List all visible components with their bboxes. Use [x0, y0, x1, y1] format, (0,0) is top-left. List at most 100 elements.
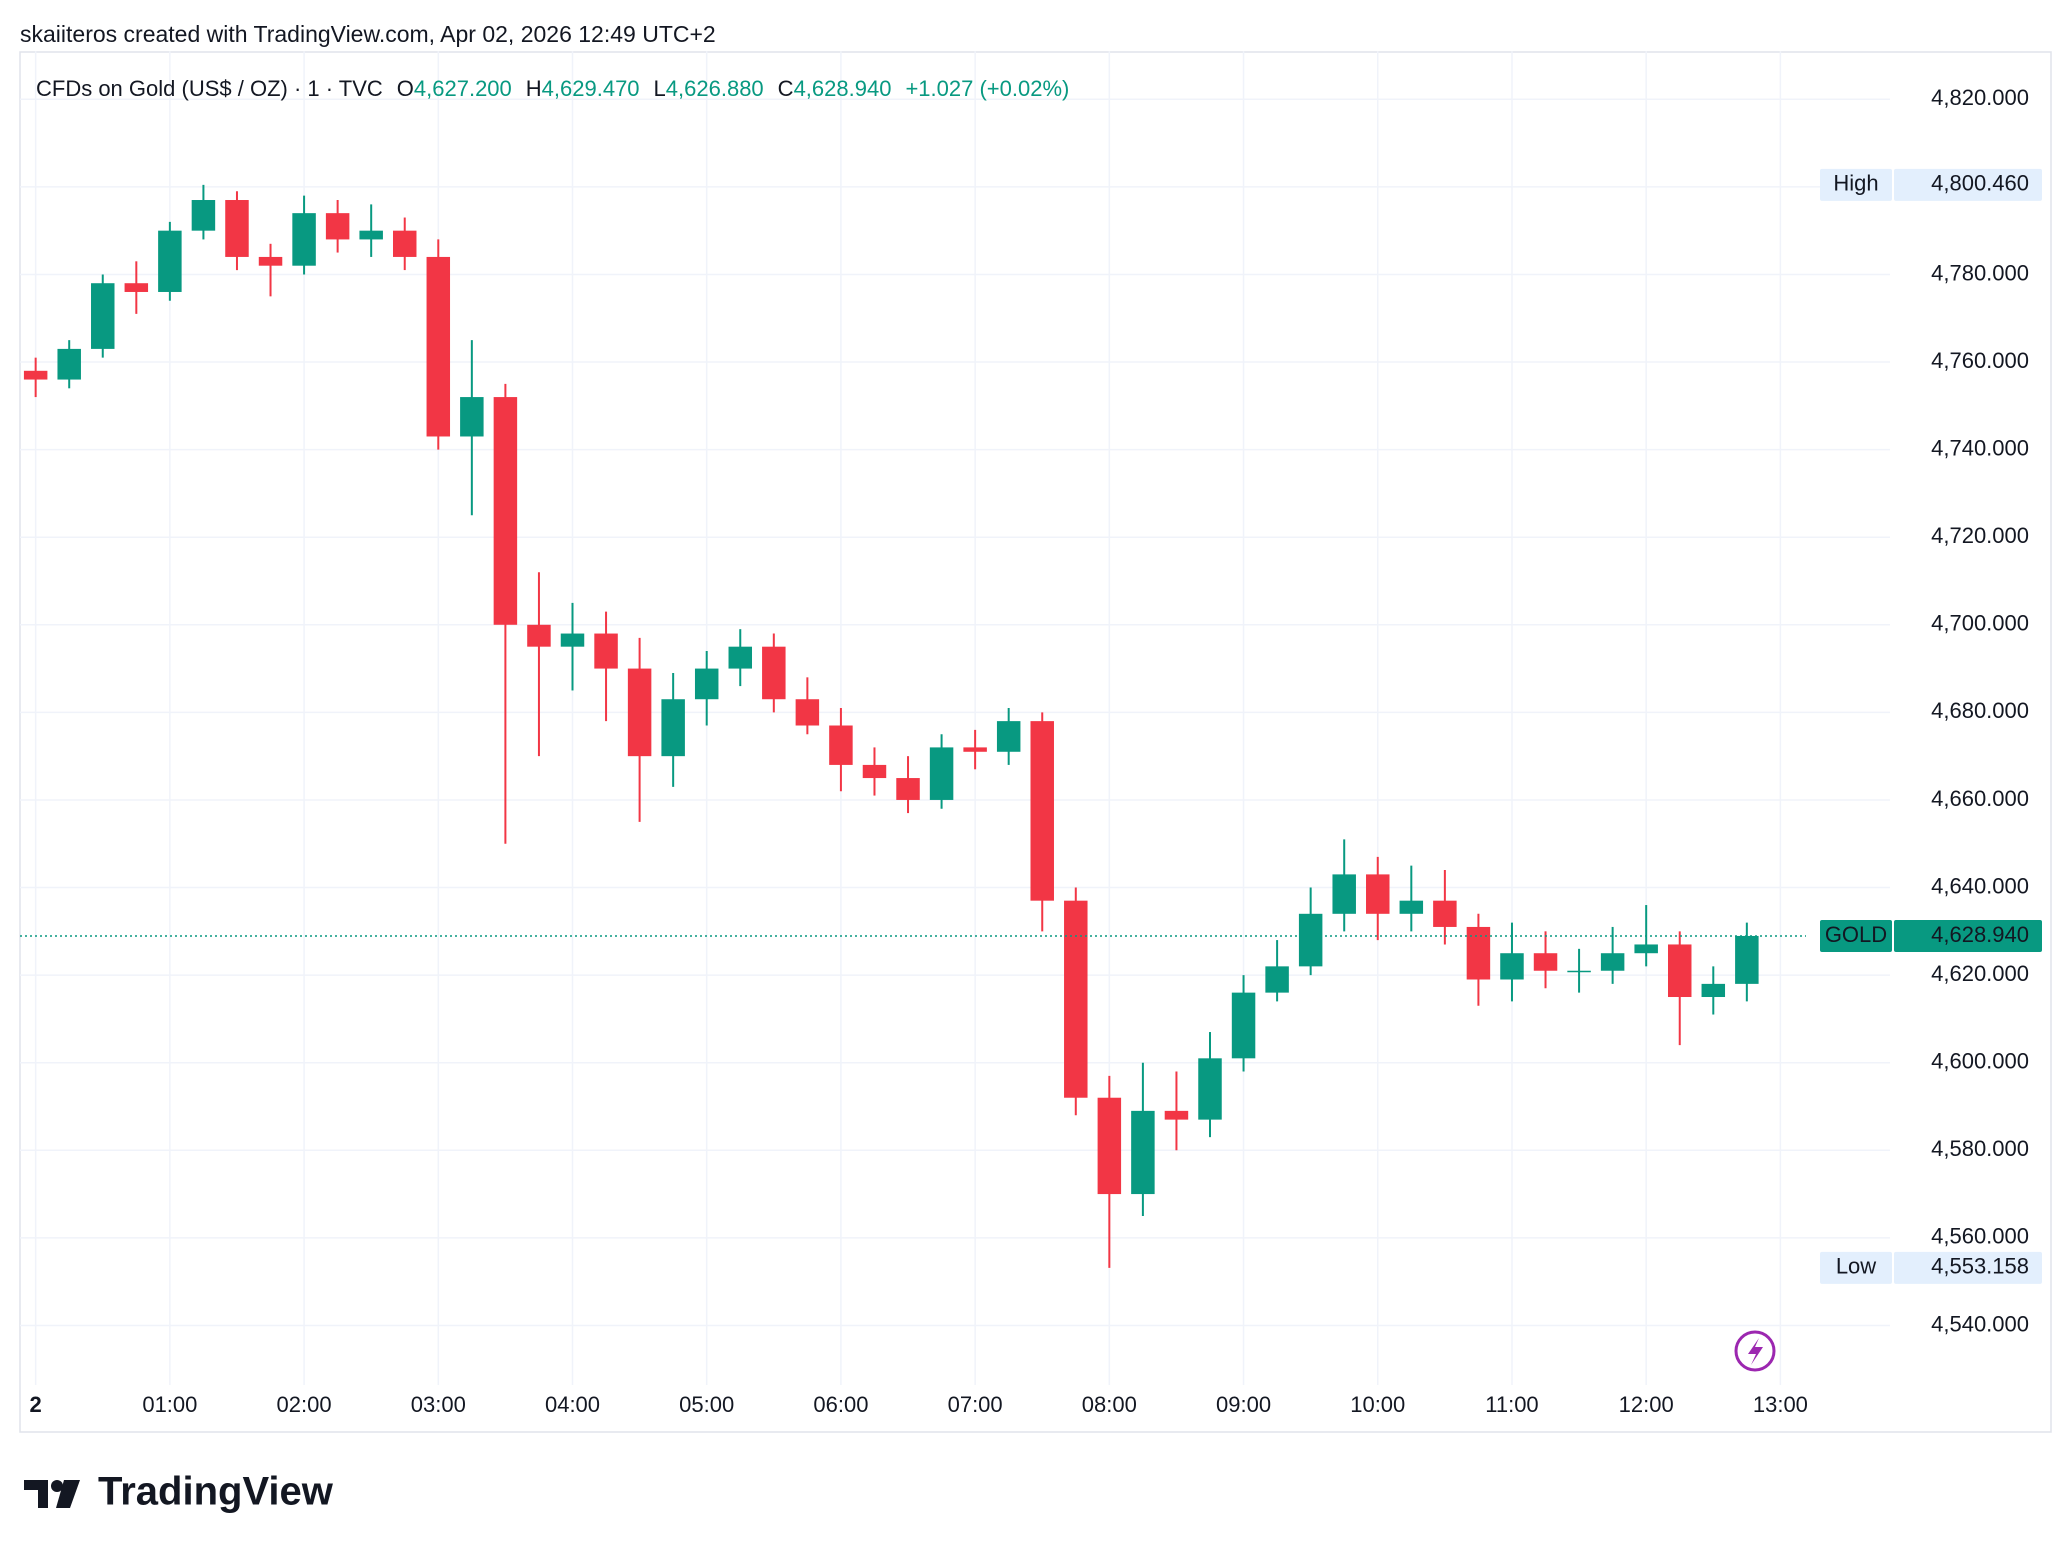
candle-body	[527, 624, 551, 647]
candle-body	[1265, 966, 1289, 993]
candles	[23, 184, 1759, 1268]
readout-value: 4,628.940	[794, 76, 892, 101]
readout-label: C	[778, 76, 794, 101]
x-tick-label: 04:00	[545, 1392, 600, 1417]
marker-label: High	[1833, 171, 1878, 196]
candle-body	[1500, 953, 1524, 980]
y-tick-label: 4,720.000	[1931, 523, 2029, 548]
x-tick-label: 03:00	[411, 1392, 466, 1417]
y-tick-label: 4,560.000	[1931, 1224, 2029, 1249]
y-tick-label: 4,640.000	[1931, 873, 2029, 898]
readout-value: 4,626.880	[666, 76, 764, 101]
grid	[20, 51, 1890, 1385]
brand-logo	[24, 1480, 80, 1508]
candle-body	[392, 230, 417, 257]
x-tick-label: 10:00	[1350, 1392, 1405, 1417]
candle-body	[258, 256, 283, 266]
candle-body	[1064, 900, 1088, 1098]
y-tick-label: 4,540.000	[1931, 1311, 2029, 1336]
candle-body	[929, 747, 954, 800]
candle-body	[1533, 953, 1558, 971]
candle-body	[1399, 900, 1424, 914]
marker-value-box	[1894, 168, 2042, 201]
candle-body	[1634, 944, 1658, 954]
marker-value: 4,628.940	[1931, 922, 2029, 947]
attribution: skaiiteros created with TradingView.com,…	[20, 21, 716, 47]
candle-body	[460, 397, 484, 437]
legend-readout: CFDs on Gold (US$ / OZ) · 1 · TVC O4,627.…	[36, 76, 1069, 101]
candle-body	[1433, 900, 1457, 927]
y-tick-label: 4,740.000	[1931, 435, 2029, 460]
candle-body	[91, 283, 115, 349]
candle-body	[1366, 874, 1390, 914]
candle-body	[1567, 970, 1591, 973]
x-tick-label: 2	[30, 1392, 42, 1417]
x-tick-label: 02:00	[277, 1392, 332, 1417]
candle-body	[1097, 1097, 1122, 1195]
brand-name: TradingView	[98, 1470, 334, 1514]
overlay: 4,540.000 4,560.000 4,580.000 4,600.000 4,62…	[20, 85, 2042, 1417]
candle-body	[1231, 992, 1256, 1059]
candle-body	[795, 699, 820, 726]
candle-body	[325, 213, 350, 240]
candle-body	[1701, 983, 1726, 998]
candle-body	[292, 213, 316, 266]
readout-label: O	[397, 76, 414, 101]
candle-body	[158, 230, 182, 292]
candle-body	[996, 721, 1021, 752]
y-tick-label: 4,760.000	[1931, 348, 2029, 373]
candle-body	[627, 668, 652, 757]
readout-label: L	[654, 76, 666, 101]
y-tick-label: 4,780.000	[1931, 260, 2029, 285]
y-tick-label: 4,820.000	[1931, 85, 2029, 110]
candle-body	[493, 397, 518, 625]
candle-body	[896, 778, 920, 800]
y-tick-label: 4,580.000	[1931, 1136, 2029, 1161]
readout-value: 4,629.470	[542, 76, 640, 101]
marker-label: GOLD	[1825, 922, 1887, 947]
candle-body	[829, 725, 853, 765]
x-tick-label: 01:00	[142, 1392, 197, 1417]
candle-body	[1667, 944, 1692, 998]
y-tick-label: 4,620.000	[1931, 961, 2029, 986]
y-tick-label: 4,600.000	[1931, 1049, 2029, 1074]
x-tick-label: 06:00	[813, 1392, 868, 1417]
candle-body	[1332, 874, 1356, 914]
candle-body	[594, 633, 618, 669]
marker-value-box	[1894, 919, 2042, 952]
candle-body	[359, 230, 383, 240]
candle-body	[191, 200, 216, 231]
marker-value: 4,553.158	[1931, 1254, 2029, 1279]
y-tick-label: 4,680.000	[1931, 698, 2029, 723]
candle-body	[1600, 953, 1625, 971]
candle-body	[1164, 1110, 1189, 1120]
y-tick-label: 4,660.000	[1931, 786, 2029, 811]
marker-label-box	[1820, 1251, 1892, 1284]
candle-body	[762, 646, 786, 700]
candle-body	[57, 348, 81, 380]
candle-body	[1298, 913, 1323, 967]
marker-value: 4,800.460	[1931, 171, 2029, 196]
candle-body	[1131, 1110, 1155, 1195]
x-tick-label: 09:00	[1216, 1392, 1271, 1417]
candle-body	[1735, 935, 1759, 984]
readout-label: H	[526, 76, 542, 101]
candle-body	[694, 668, 719, 700]
marker-label: Low	[1836, 1254, 1876, 1279]
marker-label-box	[1820, 168, 1892, 201]
legend-title: CFDs on Gold (US$ / OZ) · 1 · TVC	[36, 76, 383, 101]
x-tick-label: 08:00	[1082, 1392, 1137, 1417]
candle-body	[124, 283, 149, 292]
candle-body	[963, 747, 987, 752]
y-tick-label: 4,700.000	[1931, 611, 2029, 636]
x-tick-label: 05:00	[679, 1392, 734, 1417]
candle-body	[862, 764, 887, 779]
readout-value: 4,627.200	[414, 76, 512, 101]
x-tick-label: 12:00	[1619, 1392, 1674, 1417]
marker-label-box	[1820, 919, 1892, 952]
candle-body	[560, 633, 585, 647]
candle-body	[1198, 1058, 1222, 1120]
candle-body	[661, 699, 685, 757]
